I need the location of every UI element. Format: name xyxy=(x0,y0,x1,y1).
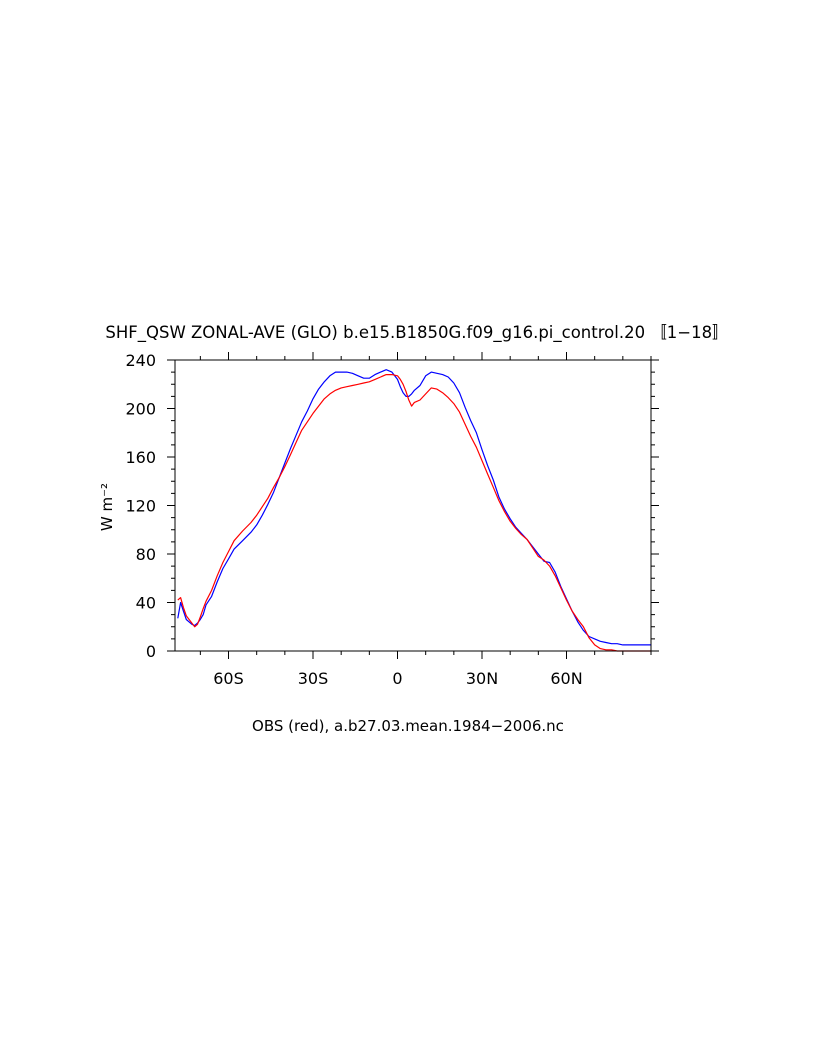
series-line-0 xyxy=(177,369,651,646)
x-tick-label: 60N xyxy=(550,669,582,688)
y-tick-label: 240 xyxy=(125,351,156,370)
series-line-1 xyxy=(177,374,651,652)
x-tick-label: 60S xyxy=(213,669,244,688)
x-axis-label: OBS (red), a.b27.03.mean.1984−2006.nc xyxy=(252,717,564,735)
x-tick-label: 0 xyxy=(392,669,402,688)
y-tick-label: 160 xyxy=(125,448,156,467)
axis-ticks xyxy=(167,352,659,659)
y-tick-label: 0 xyxy=(146,642,156,661)
y-tick-label: 40 xyxy=(136,594,156,613)
series-layer xyxy=(177,369,651,652)
y-tick-label: 120 xyxy=(125,497,156,516)
y-tick-label: 80 xyxy=(136,545,156,564)
x-tick-label: 30N xyxy=(466,669,498,688)
tick-labels: 60S 30S 0 30N 60N 0 40 80 120 160 200 240 xyxy=(125,351,582,688)
x-tick-label: 30S xyxy=(298,669,329,688)
y-axis-label: W m⁻² xyxy=(98,483,116,531)
chart-title: SHF_QSW ZONAL-AVE (GLO) b.e15.B1850G.f09… xyxy=(105,323,728,343)
plot-frame xyxy=(174,359,652,652)
y-tick-label: 200 xyxy=(125,400,156,419)
